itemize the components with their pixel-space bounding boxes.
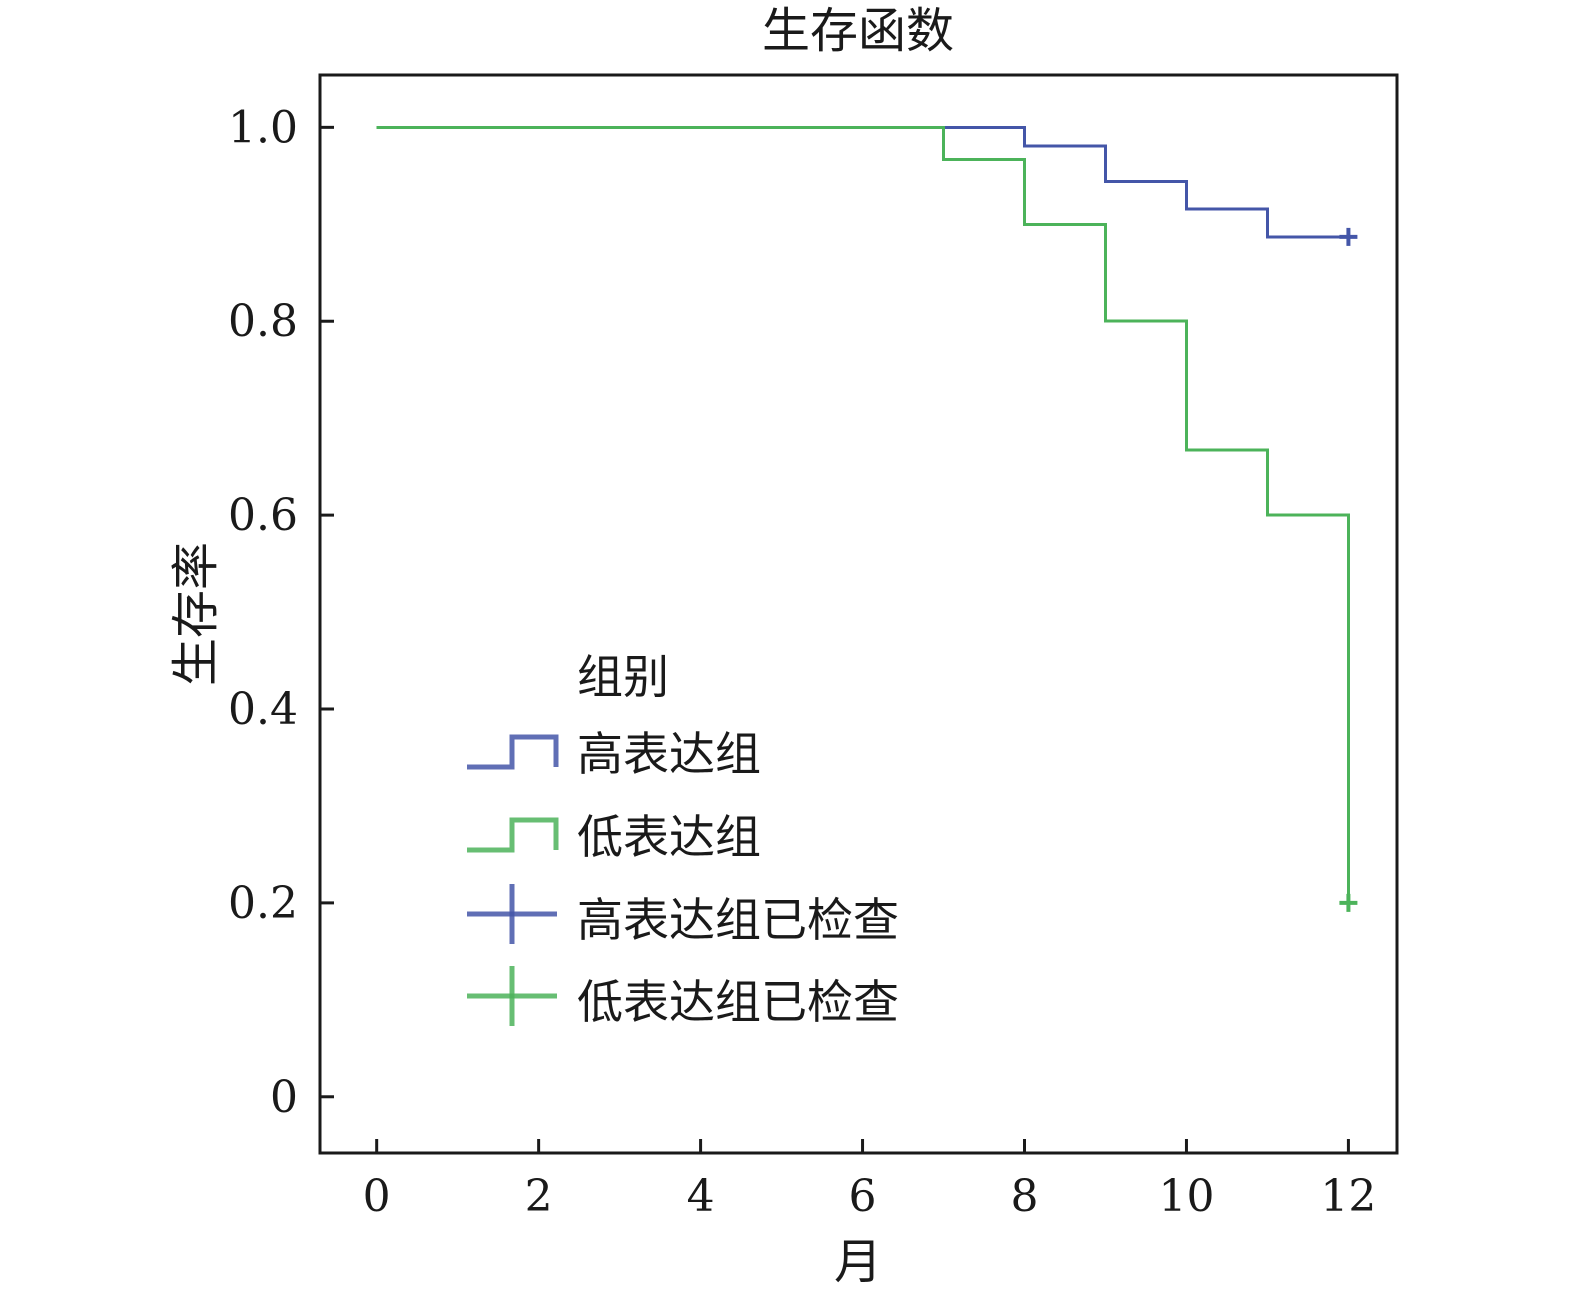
x-tick-label: 10 [1158,1171,1214,1222]
y-tick-label: 0.6 [228,490,298,541]
legend-label: 高表达组已检查 [577,893,899,947]
y-tick-label: 0.4 [228,684,298,735]
legend-entry: 低表达组已检查 [467,966,899,1029]
y-axis: 0 0.2 0.4 0.6 0.8 1.0 [228,102,334,1123]
censor-mark-high [1339,227,1358,246]
series-line-low [376,125,1350,903]
x-tick-label: 4 [687,1171,715,1222]
chart-title: 生存函数 [762,3,954,59]
y-tick-label: 1.0 [228,102,298,153]
legend-step-symbol [467,734,559,770]
x-axis-label: 月 [834,1234,882,1290]
legend-label: 低表达组 [577,810,761,864]
y-tick-label: 0.8 [228,296,298,347]
legend-censor-symbol [467,884,557,944]
plot-frame [318,73,1399,1155]
series-layer [376,125,1358,912]
legend-label: 低表达组已检查 [577,975,899,1029]
x-tick-label: 0 [363,1171,391,1222]
y-tick-label: 0 [270,1072,298,1123]
x-tick-label: 12 [1320,1171,1376,1222]
legend-entry: 低表达组 [467,810,761,864]
y-tick-label: 0.2 [228,878,298,929]
x-tick-label: 6 [849,1171,877,1222]
legend-title: 组别 [577,650,669,704]
x-axis: 0 2 4 6 8 10 12 [363,1139,1376,1222]
y-axis-label: 生存率 [168,542,224,686]
legend-censor-symbol [467,966,557,1026]
x-tick-label: 2 [525,1171,553,1222]
legend-entry: 高表达组 [467,727,761,781]
legend-step-symbol [467,817,559,853]
series-line-high [376,125,1349,239]
legend-label: 高表达组 [577,727,761,781]
x-tick-label: 8 [1011,1171,1039,1222]
legend-entry: 高表达组已检查 [467,884,899,947]
censor-mark-low [1339,893,1358,912]
